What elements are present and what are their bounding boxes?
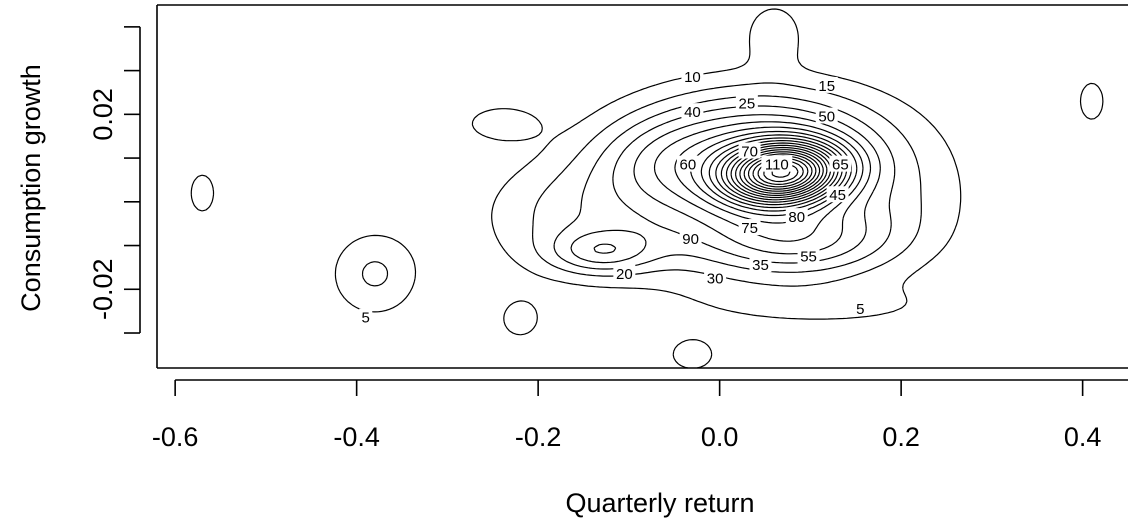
contour-label-background	[738, 219, 761, 236]
x-tick-label: 0.2	[882, 422, 920, 452]
contour-label: 5	[362, 310, 370, 327]
y-tick-label: 0.02	[88, 88, 118, 141]
contours-layer	[190, 8, 1104, 369]
x-tick-label: 0.4	[1064, 422, 1102, 452]
contour-label-background	[735, 94, 758, 111]
x-tick-label: 0.0	[701, 422, 739, 452]
y-tick-label: -0.02	[88, 259, 118, 321]
contour-label: 55	[800, 248, 817, 265]
y-axis-title: Consumption growth	[16, 64, 46, 312]
contour-label-background	[815, 107, 838, 124]
contour-label: 50	[818, 109, 835, 126]
contour-label: 60	[680, 157, 697, 174]
contour-line-25	[593, 114, 872, 255]
x-tick-label: -0.6	[152, 422, 199, 452]
axes-layer: -0.6 -0.4 -0.2 0.0 0.2 0.4 -0.02 0.02	[88, 4, 1128, 452]
contour-label-background	[797, 247, 820, 264]
contour-line-10	[361, 82, 922, 287]
x-tick-label: -0.2	[515, 422, 562, 452]
contour-label: 40	[684, 104, 701, 121]
contour-label-background	[761, 155, 793, 172]
contour-label-background	[679, 229, 702, 246]
contour-label-background	[704, 269, 727, 286]
contour-label: 25	[739, 95, 756, 112]
contour-line-5	[190, 8, 1104, 369]
contour-line-15	[553, 95, 896, 273]
contour-label-background	[681, 103, 704, 120]
contour-label: 20	[616, 266, 633, 283]
contour-label: 80	[788, 209, 805, 226]
x-axis-title: Quarterly return	[565, 488, 754, 518]
contour-label: 45	[829, 187, 846, 204]
contour-label-background	[853, 299, 867, 316]
contour-label: 70	[741, 144, 758, 161]
contour-label-background	[681, 68, 704, 85]
contour-label: 15	[818, 78, 835, 95]
contour-label: 65	[832, 157, 849, 174]
contour-label: 75	[741, 220, 758, 237]
contour-label: 90	[682, 231, 699, 248]
contour-line-30	[653, 121, 864, 242]
y-axis-ticks: -0.02 0.02	[88, 26, 140, 334]
contour-label-background	[738, 142, 761, 159]
contour-label-background	[829, 155, 852, 172]
contour-label-background	[785, 208, 808, 225]
contour-label: 35	[752, 257, 769, 274]
contour-label-background	[676, 155, 699, 172]
contour-label-background	[826, 186, 849, 203]
x-tick-label: -0.4	[333, 422, 380, 452]
contour-label-background	[749, 256, 772, 273]
contour-label: 10	[684, 69, 701, 86]
contour-label: 30	[707, 270, 724, 287]
contour-label-background	[815, 76, 838, 93]
contour-label-background	[613, 264, 636, 281]
contour-label: 110	[765, 157, 789, 174]
contour-label: 5	[856, 301, 864, 318]
contour-line-80	[739, 151, 821, 194]
x-axis-ticks: -0.6 -0.4 -0.2 0.0 0.2 0.4	[152, 380, 1102, 452]
contour-label-background	[359, 308, 373, 325]
